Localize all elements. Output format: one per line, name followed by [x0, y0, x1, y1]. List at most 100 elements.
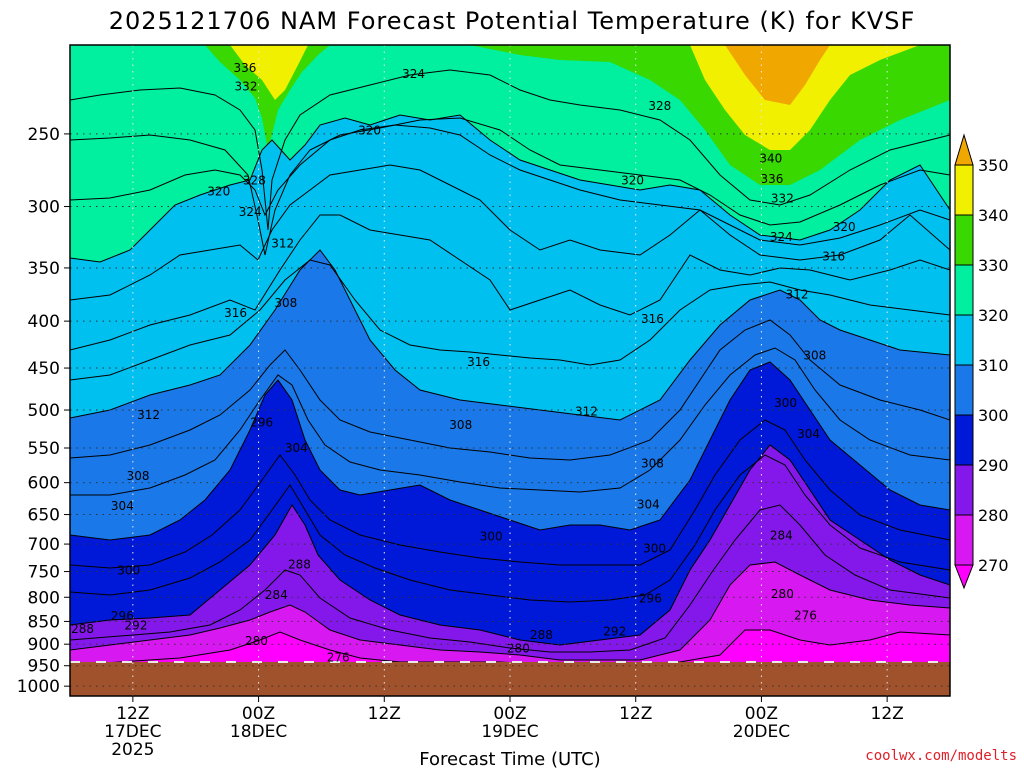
contour-label: 312: [271, 236, 294, 250]
x-tick-label: 12Z: [368, 704, 401, 724]
contour-label: 328: [648, 99, 671, 113]
colorbar-label: 270: [978, 556, 1009, 575]
contour-label: 300: [643, 542, 666, 556]
y-tick-label: 750: [28, 563, 60, 583]
colorbar-segment: [954, 164, 974, 216]
y-tick-label: 850: [28, 612, 60, 632]
contour-label: 332: [235, 80, 258, 94]
y-tick-label: 650: [28, 506, 60, 526]
contour-label: 336: [233, 61, 256, 75]
y-tick-label: 600: [28, 474, 60, 494]
contour-label: 300: [480, 530, 503, 544]
y-tick-label: 450: [28, 359, 60, 379]
contour-label: 324: [402, 67, 425, 81]
ground-surface: [70, 662, 950, 696]
contour-label: 328: [243, 173, 266, 187]
y-tick-label: 950: [28, 657, 60, 677]
contour-label: 288: [530, 628, 553, 642]
contour-label: 284: [265, 588, 288, 602]
contour-label: 296: [639, 591, 662, 605]
contour-label: 276: [327, 651, 350, 665]
contour-label: 312: [575, 405, 598, 419]
band-orange-east: [725, 45, 830, 105]
colorbar-label: 300: [978, 406, 1009, 425]
x-axis-label: Forecast Time (UTC): [419, 749, 600, 768]
contour-label: 304: [797, 427, 820, 441]
contour-label: 288: [71, 622, 94, 636]
colorbar-top-arrow: [954, 133, 974, 166]
contour-label: 316: [224, 306, 247, 320]
contour-labels: 336 332 324 328 320 324 320 328 320 340 336 332 324 3…: [71, 61, 856, 664]
colorbar-label: 350: [978, 156, 1009, 175]
grid-lines: [70, 45, 950, 696]
contour-label: 296: [111, 609, 134, 623]
contour-label: 308: [274, 296, 297, 310]
contour-label: 304: [285, 441, 308, 455]
contour-label: 324: [770, 230, 793, 244]
y-tick-label: 900: [28, 635, 60, 655]
contour-label: 312: [786, 287, 809, 301]
contour-label: 276: [794, 608, 817, 622]
y-tick-label: 550: [28, 439, 60, 459]
x-tick-label: 00Z: [493, 704, 526, 724]
contour-label: 320: [833, 220, 856, 234]
y-tick-label: 800: [28, 588, 60, 608]
contour-label: 308: [641, 457, 664, 471]
colorbar-label: 280: [978, 506, 1009, 525]
contour-label: 296: [250, 416, 273, 430]
y-tick-label: 300: [28, 198, 60, 218]
y-tick-label: 500: [28, 401, 60, 421]
contour-label: 332: [771, 191, 794, 205]
contour-label: 320: [621, 173, 644, 187]
contour-label: 304: [637, 498, 660, 512]
colorbar-bottom-arrow: [954, 564, 974, 590]
contour-label: 300: [117, 563, 140, 577]
colorbar-label: 330: [978, 256, 1009, 275]
colorbar: 350 340 330 320 310 300 290 280 270: [954, 133, 1009, 590]
band-350-west: [230, 45, 308, 100]
contour-label: 292: [125, 619, 148, 633]
colorbar-segment: [954, 264, 974, 316]
x-tick-label: 19DEC: [481, 722, 538, 742]
contour-label: 316: [641, 312, 664, 326]
colorbar-segment: [954, 464, 974, 516]
contour-label: 280: [245, 634, 268, 648]
x-tick-label: 12Z: [619, 704, 652, 724]
contour-label: 308: [803, 348, 826, 362]
x-tick-label: 00Z: [745, 704, 778, 724]
contour-label: 284: [770, 528, 793, 542]
contour-label: 304: [111, 499, 134, 513]
colorbar-label: 320: [978, 306, 1009, 325]
contour-label: 316: [467, 355, 490, 369]
contour-label: 312: [137, 408, 160, 422]
contour-label: 320: [358, 124, 381, 138]
x-tick-label: 2025: [111, 740, 154, 760]
colorbar-label: 310: [978, 356, 1009, 375]
colorbar-label: 340: [978, 206, 1009, 225]
contour-label: 340: [759, 152, 782, 166]
y-tick-label: 250: [28, 125, 60, 145]
contour-label: 308: [127, 469, 150, 483]
contour-label: 292: [603, 625, 626, 639]
contour-label: 336: [760, 172, 783, 186]
band-340-350-west: [205, 45, 330, 150]
contour-label: 308: [449, 418, 472, 432]
contour-label: 320: [207, 185, 230, 199]
contour-label: 300: [774, 396, 797, 410]
x-tick-label: 20DEC: [733, 722, 790, 742]
contour-label: 280: [507, 642, 530, 656]
x-tick-label: 12Z: [871, 704, 904, 724]
contour-label: 288: [288, 558, 311, 572]
contour-label: 316: [822, 249, 845, 263]
x-tick-label: 12Z: [116, 704, 149, 724]
colorbar-label: 290: [978, 456, 1009, 475]
chart-title: 2025121706 NAM Forecast Potential Temper…: [109, 7, 916, 35]
y-tick-label: 700: [28, 535, 60, 555]
contour-label: 324: [239, 205, 262, 219]
colorbar-segment: [954, 414, 974, 466]
y-tick-label: 350: [28, 259, 60, 279]
y-axis: 250 300 350 400 450 500 550 600 650 700 750 800 850 9…: [17, 125, 70, 697]
x-tick-label: 18DEC: [230, 722, 287, 742]
